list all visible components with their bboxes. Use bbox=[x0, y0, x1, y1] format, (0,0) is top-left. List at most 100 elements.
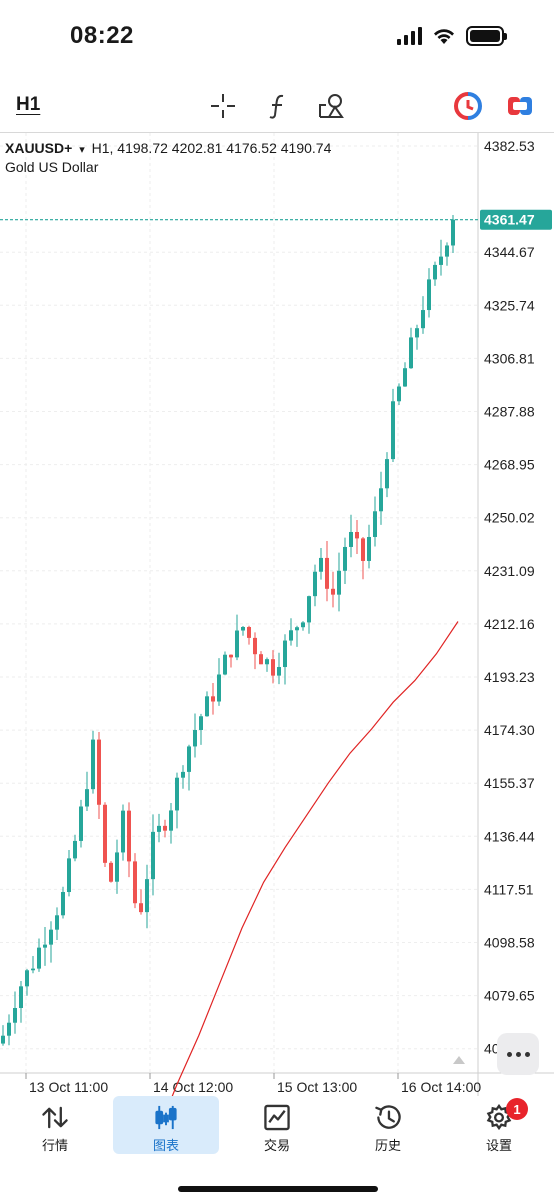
scroll-end-marker bbox=[453, 1056, 465, 1064]
objects-icon[interactable] bbox=[315, 90, 347, 122]
candle-body bbox=[223, 654, 227, 675]
price-axis-label: 4079.65 bbox=[484, 988, 535, 1004]
history-icon bbox=[375, 1105, 401, 1129]
candle-body bbox=[199, 716, 203, 730]
symbol-dropdown-icon[interactable]: ▾ bbox=[79, 144, 85, 156]
candle-body bbox=[409, 337, 413, 369]
candle-body bbox=[85, 789, 89, 807]
trade-icon bbox=[264, 1104, 290, 1131]
candle-body bbox=[181, 771, 185, 778]
time-axis-label: 14 Oct 12:00 bbox=[153, 1079, 233, 1095]
candle-body bbox=[193, 729, 197, 747]
candle-body bbox=[67, 858, 71, 893]
tab-label: 图表 bbox=[152, 1138, 179, 1153]
one-click-trading-icon[interactable] bbox=[452, 90, 484, 122]
candle-body bbox=[403, 368, 407, 387]
tab-label: 设置 bbox=[485, 1138, 512, 1153]
candle-body bbox=[397, 386, 401, 402]
candle-body bbox=[97, 739, 101, 805]
candle-body bbox=[187, 746, 191, 772]
tab-chart[interactable]: 图表 bbox=[113, 1096, 219, 1154]
price-axis-label: 4287.88 bbox=[484, 404, 535, 420]
status-clock: 08:22 bbox=[70, 22, 134, 49]
price-axis-label: 4306.81 bbox=[484, 350, 535, 366]
candle-body bbox=[451, 219, 455, 246]
candle-body bbox=[127, 810, 131, 862]
more-options-button[interactable] bbox=[497, 1033, 539, 1075]
candle-body bbox=[31, 968, 35, 971]
tab-label: 行情 bbox=[41, 1138, 68, 1153]
candle-body bbox=[301, 622, 305, 628]
candle-body bbox=[313, 571, 317, 597]
price-axis-label: 4250.02 bbox=[484, 510, 535, 526]
price-axis-label: 4155.37 bbox=[484, 775, 535, 791]
candle-body bbox=[433, 264, 437, 280]
candle-body bbox=[79, 806, 83, 841]
candle-body bbox=[157, 825, 161, 832]
candle-body bbox=[337, 570, 341, 595]
price-axis-label: 4136.44 bbox=[484, 828, 535, 844]
candle-body bbox=[133, 861, 137, 904]
moving-average-line bbox=[171, 621, 459, 1097]
candle-body bbox=[241, 627, 245, 631]
crosshair-icon[interactable] bbox=[207, 90, 239, 122]
candle-body bbox=[145, 879, 149, 913]
candle-body bbox=[391, 401, 395, 460]
candle-body bbox=[175, 777, 179, 811]
candle-body bbox=[445, 245, 449, 257]
bottom-tab-bar: 行情 图表 交易 历史 设置 1 bbox=[0, 1096, 554, 1200]
candle-body bbox=[1, 1035, 5, 1044]
candle-body bbox=[211, 696, 215, 702]
candle-body bbox=[205, 696, 209, 717]
time-axis-label: 13 Oct 11:00 bbox=[29, 1079, 108, 1095]
price-axis-label: 4382.53 bbox=[484, 138, 535, 154]
candle-body bbox=[217, 674, 221, 702]
candle-body bbox=[307, 596, 311, 623]
candle-body bbox=[13, 1007, 17, 1023]
candle-body bbox=[319, 557, 323, 572]
price-axis-label: 4098.58 bbox=[484, 935, 535, 951]
tab-trade[interactable]: 交易 bbox=[224, 1096, 330, 1154]
candle-body bbox=[43, 944, 47, 948]
battery-icon bbox=[466, 26, 507, 46]
account-switch-icon[interactable] bbox=[504, 90, 536, 122]
price-axis-label: 4174.30 bbox=[484, 722, 535, 738]
indicator-icon[interactable] bbox=[262, 90, 294, 122]
tab-quotes[interactable]: 行情 bbox=[2, 1096, 108, 1154]
candle-body bbox=[61, 892, 65, 916]
candle-body bbox=[37, 947, 41, 969]
candle-body bbox=[379, 488, 383, 512]
candle-body bbox=[103, 804, 107, 863]
candle-body bbox=[349, 531, 353, 547]
tab-settings[interactable]: 设置 1 bbox=[446, 1096, 552, 1154]
candle-body bbox=[73, 840, 77, 859]
candle-body bbox=[49, 929, 53, 945]
candle-body bbox=[25, 970, 29, 987]
symbol-header[interactable]: XAUUSD+ ▾ H1, 4198.72 4202.81 4176.52 41… bbox=[5, 140, 331, 156]
ohlc-values: H1, 4198.72 4202.81 4176.52 4190.74 bbox=[91, 140, 332, 156]
chart-canvas[interactable]: 4382.53 4344.67 4325.74 4306.81 4287.88 4268.… bbox=[0, 133, 554, 1097]
tab-label: 历史 bbox=[374, 1138, 401, 1153]
symbol-name[interactable]: XAUUSD+ bbox=[5, 140, 73, 156]
candle-body bbox=[331, 588, 335, 595]
candle-body bbox=[271, 659, 275, 676]
quotes-icon bbox=[42, 1106, 68, 1129]
tab-history[interactable]: 历史 bbox=[335, 1096, 441, 1154]
price-axis-label: 4212.16 bbox=[484, 616, 535, 632]
time-axis-label: 16 Oct 14:00 bbox=[401, 1079, 481, 1095]
candle-body bbox=[259, 654, 263, 665]
candle-body bbox=[295, 627, 299, 631]
status-bar: 08:22 bbox=[0, 0, 554, 76]
candle-body bbox=[139, 903, 143, 913]
candle-body bbox=[421, 310, 425, 329]
timeframe-button[interactable]: H1 bbox=[16, 94, 41, 115]
price-axis-label: 4117.51 bbox=[484, 881, 534, 897]
signal-icon bbox=[397, 27, 422, 45]
candle-body bbox=[361, 538, 365, 561]
candle-body bbox=[115, 852, 119, 882]
candle-body bbox=[229, 654, 233, 658]
candle-body bbox=[325, 557, 329, 589]
price-chart[interactable]: 4382.53 4344.67 4325.74 4306.81 4287.88 4268.… bbox=[0, 132, 554, 1097]
candle-body bbox=[121, 810, 125, 853]
candle-body bbox=[247, 627, 251, 638]
